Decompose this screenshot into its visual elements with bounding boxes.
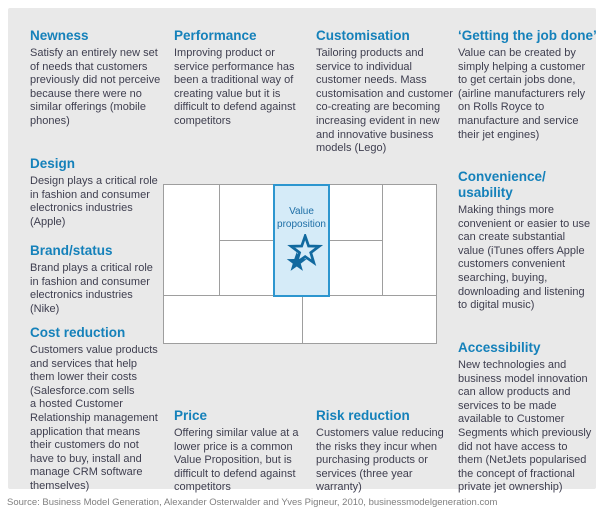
canvas-grid-line	[219, 240, 275, 241]
source-attribution: Source: Business Model Generation, Alexa…	[7, 497, 498, 508]
block-newness: Newness Satisfy an entirely new set of n…	[30, 28, 160, 129]
canvas-grid-line	[329, 240, 383, 241]
block-customisation: Customisation Tailoring products and ser…	[316, 28, 453, 156]
block-risk-reduction: Risk reduction Customers value reducing …	[316, 408, 444, 495]
block-title-cost-reduction: Cost reduction	[30, 325, 126, 340]
block-convenience-usability: Convenience/ usability Making things mor…	[458, 169, 590, 313]
block-title-design: Design	[30, 156, 76, 171]
block-body-design: Design plays a critical role in fashion …	[30, 175, 158, 228]
value-proposition-cell: Value proposition	[273, 184, 330, 297]
canvas-grid-line	[302, 295, 303, 343]
block-body-performance: Improving product or service performance…	[174, 47, 296, 127]
block-brand-status: Brand/status Brand plays a critical role…	[30, 243, 153, 316]
block-title-brand-status: Brand/status	[30, 243, 113, 258]
block-body-newness: Satisfy an entirely new set of needs tha…	[30, 47, 161, 127]
block-getting-the-job-done: ‘Getting the job done’ Value can be crea…	[458, 28, 597, 142]
block-title-accessibility: Accessibility	[458, 340, 541, 355]
value-proposition-label: Value proposition	[277, 206, 326, 230]
block-body-getting-the-job-done: Value can be created by simply helping a…	[458, 47, 586, 141]
content-panel: Newness Satisfy an entirely new set of n…	[8, 8, 597, 493]
block-title-risk-reduction: Risk reduction	[316, 408, 410, 423]
block-body-price: Offering similar value at a lower price …	[174, 427, 299, 494]
block-body-convenience-usability: Making things more convenient or easier …	[458, 204, 591, 312]
block-price: Price Offering similar value at a lower …	[174, 408, 299, 495]
block-title-getting-the-job-done: ‘Getting the job done’	[458, 28, 597, 43]
block-cost-reduction: Cost reduction Customers value products …	[30, 325, 158, 494]
block-title-newness: Newness	[30, 28, 89, 43]
block-body-risk-reduction: Customers value reducing the risks they …	[316, 427, 444, 494]
block-accessibility: Accessibility New technologies and busin…	[458, 340, 591, 495]
block-body-accessibility: New technologies and business model inno…	[458, 359, 592, 494]
block-title-customisation: Customisation	[316, 28, 410, 43]
block-performance: Performance Improving product or service…	[174, 28, 296, 129]
business-model-canvas: Value proposition	[163, 184, 437, 344]
block-body-customisation: Tailoring products and service to indivi…	[316, 47, 453, 155]
value-proposition-star-icon	[286, 231, 323, 271]
block-design: Design Design plays a critical role in f…	[30, 156, 158, 229]
block-title-performance: Performance	[174, 28, 257, 43]
block-title-convenience-usability: Convenience/ usability	[458, 169, 546, 200]
block-title-price: Price	[174, 408, 208, 423]
block-body-brand-status: Brand plays a critical role in fashion a…	[30, 262, 153, 315]
block-body-cost-reduction: Customers value products and services th…	[30, 344, 158, 492]
